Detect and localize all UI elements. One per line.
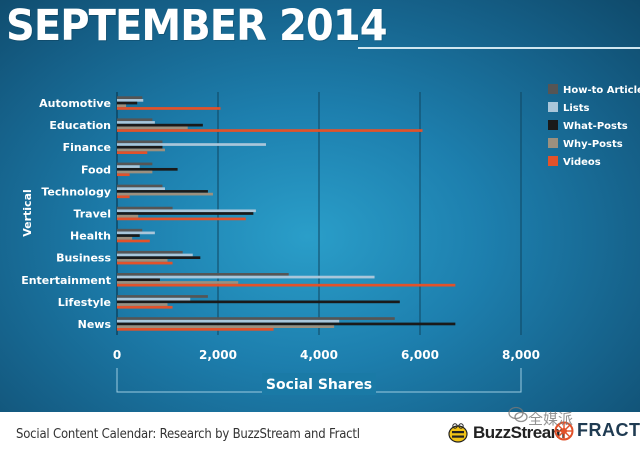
title-divider [358, 47, 640, 49]
footer: Social Content Calendar: Research by Buz… [0, 412, 640, 455]
bar-lists-lifestyle [117, 297, 191, 301]
category-label: Business [56, 252, 111, 265]
x-tick-label: 4,000 [300, 348, 338, 362]
bar-videos-lifestyle [117, 305, 173, 309]
fractal-gear-icon [554, 421, 574, 440]
bar-videos-health [117, 239, 150, 243]
x-axis-title-bg [262, 373, 376, 395]
category-label: Travel [73, 208, 111, 221]
buzzstream-logo-text: BuzzStream [473, 423, 566, 442]
bar-lists-entertainment [117, 275, 375, 279]
bar-why-posts-automotive [117, 104, 127, 108]
legend-swatch [548, 138, 558, 148]
bar-why-posts-entertainment [117, 281, 239, 284]
bar-videos-automotive [117, 107, 221, 110]
bar-what-posts-lifestyle [117, 300, 400, 304]
legend-swatch [548, 120, 558, 130]
watermark-text: 全媒派 [528, 410, 574, 428]
bar-videos-business [117, 261, 173, 265]
bar-how-to-article-education [117, 118, 153, 122]
bar-how-to-article-automotive [117, 96, 143, 99]
category-label: Food [81, 163, 111, 176]
bar-why-posts-education [117, 126, 188, 130]
bar-how-to-article-news [117, 317, 395, 320]
category-label: Finance [63, 141, 111, 154]
bar-how-to-article-technology [117, 184, 163, 188]
bar-why-posts-technology [117, 192, 213, 196]
category-label: Technology [41, 185, 111, 198]
legend-swatch [548, 156, 558, 166]
bar-why-posts-business [117, 259, 168, 262]
bar-why-posts-news [117, 325, 335, 328]
x-tick-label: 0 [113, 348, 121, 362]
page-title: SEPTEMBER 2014 [6, 1, 388, 51]
wechat-icon [508, 406, 528, 423]
category-label: Lifestyle [58, 296, 111, 309]
category-label: News [78, 318, 112, 331]
bar-lists-business [117, 253, 193, 257]
buzzstream-logo: BuzzStream [447, 422, 566, 444]
bar-lists-automotive [117, 99, 144, 102]
bar-how-to-article-finance [117, 140, 163, 144]
bar-what-posts-food [117, 167, 178, 171]
bar-how-to-article-health [117, 228, 143, 232]
legend-label: Videos [563, 157, 601, 168]
legend-label: How-to Article [563, 85, 640, 96]
category-label: Health [70, 230, 111, 243]
bar-lists-finance [117, 143, 266, 146]
bar-why-posts-lifestyle [117, 303, 168, 306]
bar-videos-food [117, 173, 130, 177]
bar-what-posts-education [117, 123, 203, 127]
x-tick-label: 8,000 [502, 348, 540, 362]
bar-chart: Automotive Education Finance Food Technology… [21, 84, 640, 395]
legend-label: Why-Posts [563, 139, 623, 150]
fractl-logo: FRACTL [554, 420, 640, 441]
bar-how-to-article-travel [117, 206, 173, 210]
bee-icon [448, 423, 468, 443]
legend-label: What-Posts [563, 121, 628, 132]
category-label: Automotive [39, 97, 111, 110]
bar-what-posts-entertainment [117, 278, 160, 282]
bar-why-posts-travel [117, 214, 139, 218]
bar-how-to-article-entertainment [117, 273, 289, 276]
bar-why-posts-finance [117, 148, 165, 152]
bar-lists-news [117, 319, 340, 323]
bar-lists-health [117, 231, 155, 235]
fractl-logo-text: FRACTL [577, 420, 640, 440]
bar-why-posts-health [117, 236, 133, 240]
category-label: Education [49, 119, 111, 132]
bar-lists-travel [117, 209, 256, 213]
y-axis-title: Vertical [21, 189, 34, 237]
legend-swatch [548, 102, 558, 112]
x-tick-label: 6,000 [401, 348, 439, 362]
bar-what-posts-travel [117, 212, 254, 215]
legend-label: Lists [563, 103, 590, 114]
bar-how-to-article-food [117, 162, 153, 166]
bar-videos-education [117, 129, 423, 132]
bar-lists-food [117, 165, 140, 168]
bar-what-posts-business [117, 256, 201, 260]
x-axis-title: Social Shares [266, 377, 372, 393]
bar-what-posts-finance [117, 145, 163, 149]
bar-why-posts-food [117, 170, 153, 174]
bar-what-posts-health [117, 234, 140, 237]
bar-how-to-article-lifestyle [117, 295, 208, 298]
bar-videos-news [117, 328, 274, 331]
bar-what-posts-news [117, 322, 456, 326]
bar-lists-education [117, 121, 155, 124]
x-tick-label: 2,000 [199, 348, 237, 362]
legend-swatch [548, 84, 558, 94]
category-label: Entertainment [21, 274, 111, 287]
bar-videos-travel [117, 217, 246, 221]
bar-what-posts-automotive [117, 101, 138, 105]
bar-videos-entertainment [117, 283, 456, 287]
bar-videos-technology [117, 195, 130, 199]
bar-how-to-article-business [117, 250, 183, 254]
bar-what-posts-technology [117, 190, 208, 193]
footer-caption: Social Content Calendar: Research by Buz… [16, 427, 360, 442]
bar-videos-finance [117, 151, 148, 154]
bar-lists-technology [117, 187, 165, 191]
